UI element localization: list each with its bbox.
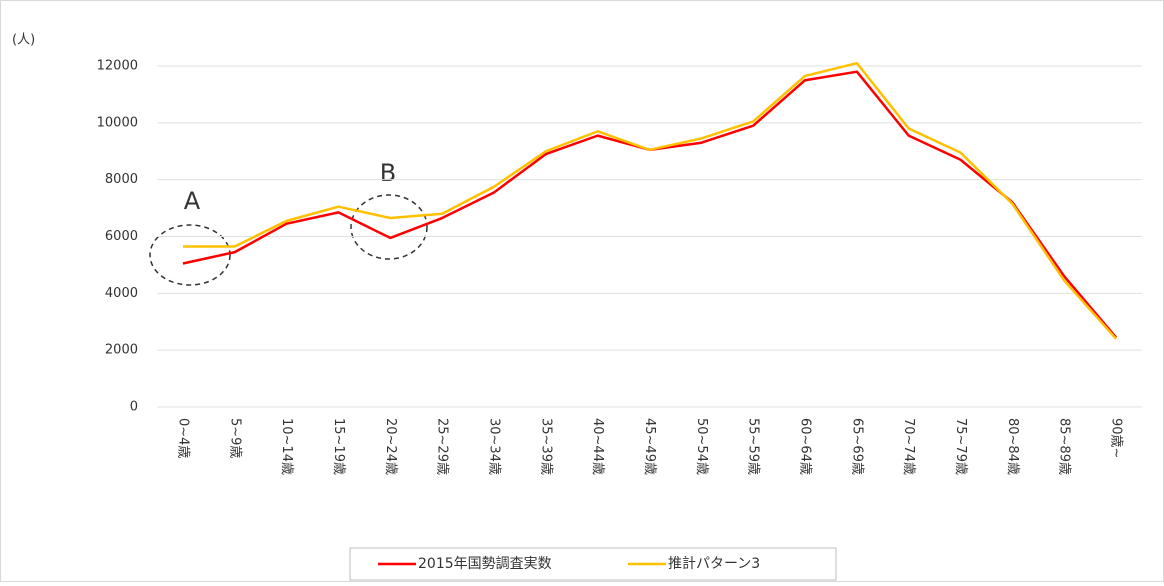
series-line (182, 61, 1118, 340)
y-tick-label: 10000 (97, 115, 138, 130)
annotation: B (380, 159, 396, 187)
annotation-ellipse (350, 194, 428, 260)
x-tick-label: 50~54歳 (694, 418, 709, 475)
x-tick-label: 40~44歳 (590, 418, 605, 475)
x-tick-label: 60~64歳 (798, 418, 813, 475)
y-axis-label: (人) (12, 33, 35, 48)
legend-box (349, 547, 837, 581)
x-tick-label: 30~34歳 (486, 418, 501, 475)
annotation-ellipse (149, 224, 231, 286)
x-tick-label: 90歳~ (1109, 418, 1124, 458)
y-tick-label: 0 (130, 400, 138, 415)
y-tick-label: 8000 (105, 172, 138, 187)
x-tick-label: 25~29歳 (435, 418, 450, 475)
y-tick-label: 2000 (105, 343, 138, 358)
x-tick-label: 15~19歳 (331, 418, 346, 475)
x-tick-label: 65~69歳 (849, 418, 864, 475)
x-tick-label: 45~49歳 (642, 418, 657, 475)
x-tick-label: 20~24歳 (383, 418, 398, 475)
annotation: A (184, 187, 201, 215)
x-tick-label: 80~84歳 (1005, 418, 1020, 475)
y-tick-label: 6000 (105, 229, 138, 244)
x-tick-label: 35~39歳 (538, 418, 553, 475)
x-tick-label: 5~9歳 (227, 418, 242, 458)
x-tick-label: 75~79歳 (953, 418, 968, 475)
y-tick-label: 4000 (105, 286, 138, 301)
x-tick-label: 85~89歳 (1057, 418, 1072, 475)
x-tick-label: 0~4歳 (175, 418, 190, 458)
x-tick-label: 10~14歳 (279, 418, 294, 475)
x-tick-label: 55~59歳 (746, 418, 761, 475)
legend-label: 2015年国勢調査実数 (418, 556, 552, 572)
x-tick-label: 70~74歳 (901, 418, 916, 475)
y-tick-label: 12000 (97, 59, 138, 74)
legend-label: 推計パターン3 (668, 556, 760, 572)
